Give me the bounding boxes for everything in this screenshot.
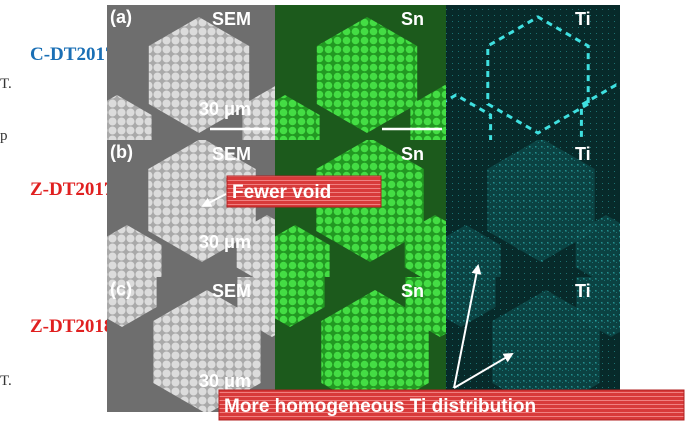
panel-letter: (a) — [110, 7, 132, 27]
scale-label: 30 μm — [199, 371, 251, 391]
panel-bg — [446, 5, 620, 140]
panel-title: Ti — [575, 281, 591, 301]
scale-label: 30 μm — [199, 232, 251, 252]
panel-title: Sn — [401, 281, 424, 301]
panel-title: Sn — [401, 9, 424, 29]
row-label: Z-DT2018 — [30, 316, 113, 337]
scale-label: 30 μm — [199, 99, 251, 119]
panel-title: Ti — [575, 9, 591, 29]
annotation-text: Fewer void — [232, 182, 331, 203]
panel-title: SEM — [212, 281, 251, 301]
panel-title: Ti — [575, 144, 591, 164]
annotation-text: More homogeneous Ti distribution — [224, 396, 536, 417]
margin-fragment: p — [0, 128, 8, 144]
margin-fragment: T. — [0, 373, 12, 389]
margin-fragment: T. — [0, 76, 12, 92]
row-label: Z-DT2017 — [30, 179, 114, 200]
panel-title: Sn — [401, 144, 424, 164]
row-label: C-DT2017 — [30, 44, 115, 65]
panel-title: SEM — [212, 9, 251, 29]
panel-title: SEM — [212, 144, 251, 164]
panel-letter: (c) — [110, 279, 132, 299]
figure: C-DT2017 SEM (a) 30 μm Sn Ti Z-DT2017 SEM (b) 30 … — [0, 0, 685, 421]
panel-letter: (b) — [110, 142, 133, 162]
